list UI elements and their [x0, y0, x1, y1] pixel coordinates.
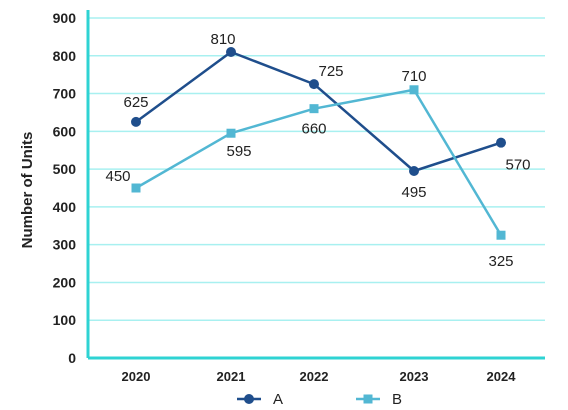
y-axis-title: Number of Units [19, 132, 36, 249]
data-point-A [309, 79, 319, 90]
data-label-B: 595 [226, 143, 251, 160]
y-tick-label: 800 [53, 48, 77, 64]
data-point-B [409, 85, 419, 95]
data-point-B [226, 128, 236, 138]
data-label-B: 710 [401, 68, 426, 85]
x-tick-label: 2020 [122, 369, 151, 384]
legend-marker-B [363, 394, 373, 404]
data-point-A [409, 166, 419, 176]
x-tick-label: 2022 [300, 369, 329, 384]
legend-label-B: B [392, 391, 402, 408]
gridlines [88, 17, 545, 321]
data-point-A [496, 137, 506, 148]
series [131, 47, 506, 240]
y-tick-labels: 0 100 200 300 400 500 600 700 800 900 [53, 10, 77, 366]
data-label-A: 810 [210, 31, 235, 48]
data-label-A: 495 [401, 184, 426, 201]
data-label-B: 325 [488, 253, 513, 270]
y-tick-label: 300 [53, 237, 77, 253]
x-tick-label: 2024 [487, 369, 517, 384]
legend-marker-A [244, 394, 254, 404]
data-point-B [496, 230, 506, 240]
legend-label-A: A [273, 391, 283, 408]
data-label-A: 570 [505, 157, 530, 174]
y-tick-label: 500 [53, 161, 77, 177]
data-point-B [309, 104, 319, 114]
axes [86, 10, 545, 360]
data-point-A [131, 116, 141, 127]
data-point-B [131, 183, 141, 193]
data-labels: 625 810 725 495 570 450 595 660 710 325 [105, 31, 530, 270]
y-tick-label: 100 [53, 312, 77, 328]
y-tick-label: 900 [53, 10, 77, 26]
x-tick-label: 2021 [217, 369, 246, 384]
y-tick-label: 600 [53, 123, 77, 139]
data-label-A: 725 [318, 63, 343, 80]
y-tick-label: 700 [53, 86, 77, 102]
y-tick-label: 400 [53, 199, 77, 215]
data-label-A: 625 [123, 94, 148, 111]
y-tick-label: 200 [53, 274, 77, 290]
data-point-A [226, 47, 236, 57]
y-tick-label: 0 [68, 350, 76, 366]
data-label-B: 660 [301, 121, 326, 138]
x-tick-label: 2023 [400, 369, 429, 384]
x-tick-labels: 2020 2021 2022 2023 2024 [122, 369, 517, 384]
data-label-B: 450 [105, 168, 130, 185]
